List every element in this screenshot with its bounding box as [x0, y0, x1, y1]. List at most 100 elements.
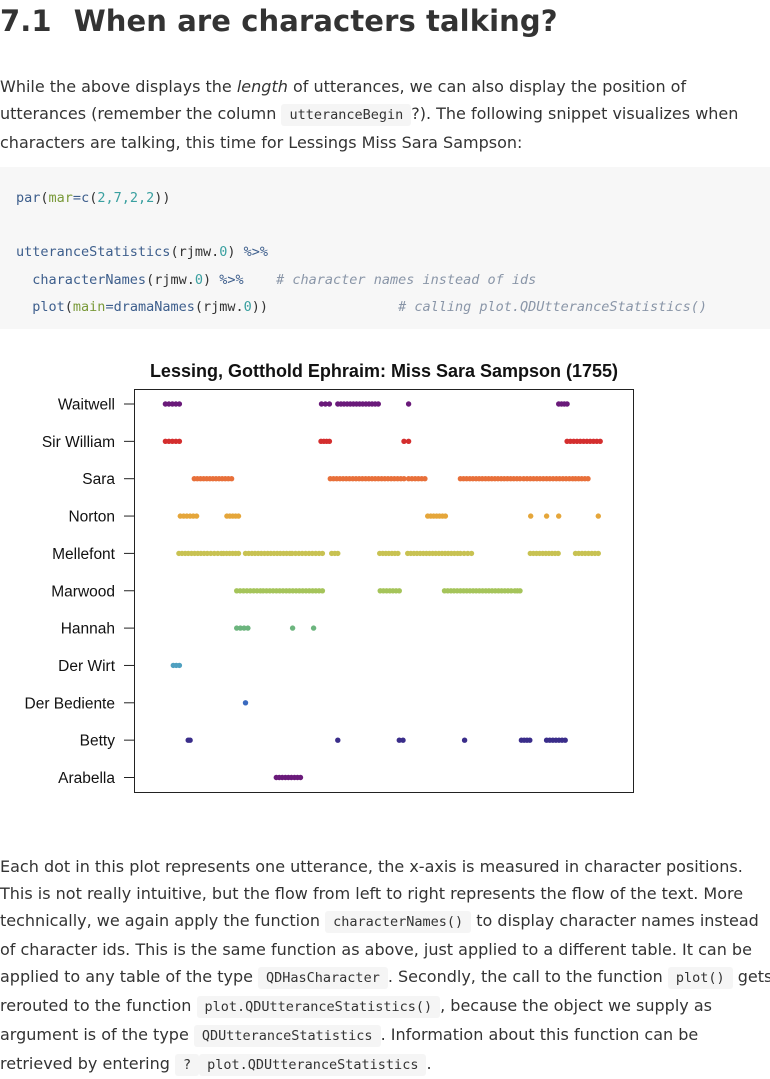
body-text: . Secondly, the call to the function: [387, 967, 668, 986]
inline-code: ?: [174, 1054, 200, 1076]
utterance-dot-betty: [335, 737, 341, 743]
inline-code: QDHasCharacter: [258, 967, 388, 989]
code-token: c: [81, 190, 90, 206]
utterance-dot-norton: [556, 513, 562, 519]
utterance-dot-waitwell: [318, 401, 325, 407]
y-tick-label-hannah: Hannah: [61, 621, 115, 638]
utterance-dot-marwood: [319, 588, 326, 594]
utterance-dot-mellefont: [555, 550, 561, 557]
y-tick-label-mellefont: Mellefont: [52, 546, 116, 563]
intro-text: of utterances, we can also display the p…: [0, 77, 687, 123]
inline-code: plot.QDUtteranceStatistics: [199, 1054, 427, 1076]
utterance-dot-norton: [235, 513, 242, 519]
utterance-dot-mellefont: [595, 550, 601, 557]
y-tick-label-norton: Norton: [68, 509, 115, 526]
code-token: %>%: [243, 244, 269, 261]
chart-title: Lessing, Gotthold Ephraim: Miss Sara Sam…: [150, 361, 618, 381]
y-tick-label-der-wirt: Der Wirt: [58, 658, 116, 675]
utterance-dot-norton: [595, 513, 601, 519]
section-title: When are characters talking?: [73, 4, 558, 38]
utterance-position-chart: Lessing, Gotthold Ephraim: Miss Sara Sam…: [25, 361, 634, 793]
code-token: )): [154, 190, 171, 206]
y-tick-label-waitwell: Waitwell: [58, 397, 115, 414]
code-block: par(mar=c(2,7,2,2)) utteranceStatistics(…: [0, 167, 770, 329]
body-text: to display character names instead of ch…: [0, 911, 759, 986]
utterance-dot-hannah: [237, 625, 244, 631]
y-tick-label-marwood: Marwood: [51, 583, 115, 600]
code-token: characterNames: [32, 271, 147, 288]
body-paragraph: Each dot in this plot represents one utt…: [0, 853, 770, 1079]
code-token: (rjmw.: [194, 298, 244, 315]
utterance-dot-betty: [187, 737, 193, 743]
utterance-dot-waitwell: [405, 401, 412, 407]
utterance-dot-sara: [422, 476, 428, 482]
utterance-dot-mellefont: [395, 550, 401, 557]
section-heading: 7.1 When are characters talking?: [0, 4, 558, 38]
utterance-dot-mellefont: [319, 550, 326, 557]
utterance-dot-norton: [543, 513, 550, 519]
utterance-dot-hannah: [289, 625, 296, 631]
utterance-dot-waitwell: [176, 401, 183, 407]
inline-code: plot(): [667, 967, 733, 989]
utterance-dot-mellefont: [335, 550, 341, 557]
body-text: . Information about this function can be…: [0, 1025, 699, 1073]
utterance-dot-norton: [193, 513, 200, 519]
utterance-dot-marwood: [517, 588, 523, 594]
y-axis: Waitwell Sir William Sara Norton Mellefont Ma…: [25, 397, 135, 787]
intro-emphasis: length: [236, 77, 288, 96]
body-text: Each dot in this plot represents one utt…: [0, 857, 744, 930]
utterance-dot-sir-william: [401, 438, 407, 444]
code-token: 0: [243, 298, 252, 315]
chart-marks: [162, 401, 603, 781]
body-text: gets rerouted to the function: [0, 967, 770, 1015]
code-token: )): [251, 298, 269, 315]
utterance-dot-mellefont: [461, 550, 467, 557]
y-tick-label-betty: Betty: [80, 733, 116, 750]
code-token: 0: [194, 271, 203, 288]
utterance-dot-hannah: [234, 625, 240, 631]
body-text: .: [426, 1054, 432, 1073]
utterance-dot-hannah: [241, 625, 247, 631]
utterance-dot-norton: [442, 513, 449, 519]
utterance-dot-betty: [396, 737, 402, 743]
code-token: (: [89, 190, 98, 206]
code-token: %>%: [219, 271, 244, 288]
utterance-dot-hannah: [310, 625, 317, 631]
utterance-dot-waitwell: [375, 401, 381, 407]
utterance-dot-waitwell: [564, 401, 570, 407]
utterance-dot-arabella: [297, 774, 304, 781]
utterance-dot-sara: [401, 476, 407, 482]
utterance-dot-der-bediente: [242, 700, 249, 706]
code-token: (rjmw.: [170, 244, 220, 261]
utterance-dot-mellefont: [468, 550, 475, 557]
utterance-dot-norton: [528, 513, 534, 519]
utterance-dot-sir-william: [176, 438, 183, 444]
utterance-dot-betty: [562, 737, 568, 743]
utterance-dot-sara: [585, 476, 591, 482]
inline-code: characterNames(): [325, 911, 472, 933]
code-token: 2,7,2,2: [97, 190, 155, 206]
utterance-dot-marwood: [508, 588, 514, 594]
code-token: ): [227, 244, 244, 261]
code-token: dramaNames: [113, 298, 195, 315]
utterance-dot-betty: [461, 737, 468, 743]
code-token: =: [72, 190, 82, 206]
section-number: 7.1: [0, 4, 52, 38]
body-text: , because the object we supply as argume…: [0, 996, 712, 1044]
utterance-dot-sara: [517, 476, 523, 482]
code-token: ): [202, 271, 220, 288]
code-token: =: [105, 298, 114, 315]
utterance-dot-sara: [228, 476, 235, 482]
utterance-dot-mellefont: [235, 550, 242, 557]
code-comment: # character names instead of ids: [276, 271, 537, 288]
utterance-dot-marwood: [396, 588, 402, 594]
intro-paragraph: While the above displays the length of u…: [0, 73, 770, 156]
intro-text: ?). The following snippet visualizes whe…: [0, 104, 739, 152]
utterance-dot-betty: [527, 737, 533, 743]
inline-code: plot.QDUtteranceStatistics(): [196, 996, 441, 1018]
code-token: utteranceStatistics: [16, 244, 171, 261]
inline-code: QDUtteranceStatistics: [193, 1025, 381, 1047]
utterance-dot-sir-william: [326, 438, 333, 444]
y-tick-label-sara: Sara: [82, 471, 115, 488]
utterance-dot-waitwell: [322, 401, 329, 407]
